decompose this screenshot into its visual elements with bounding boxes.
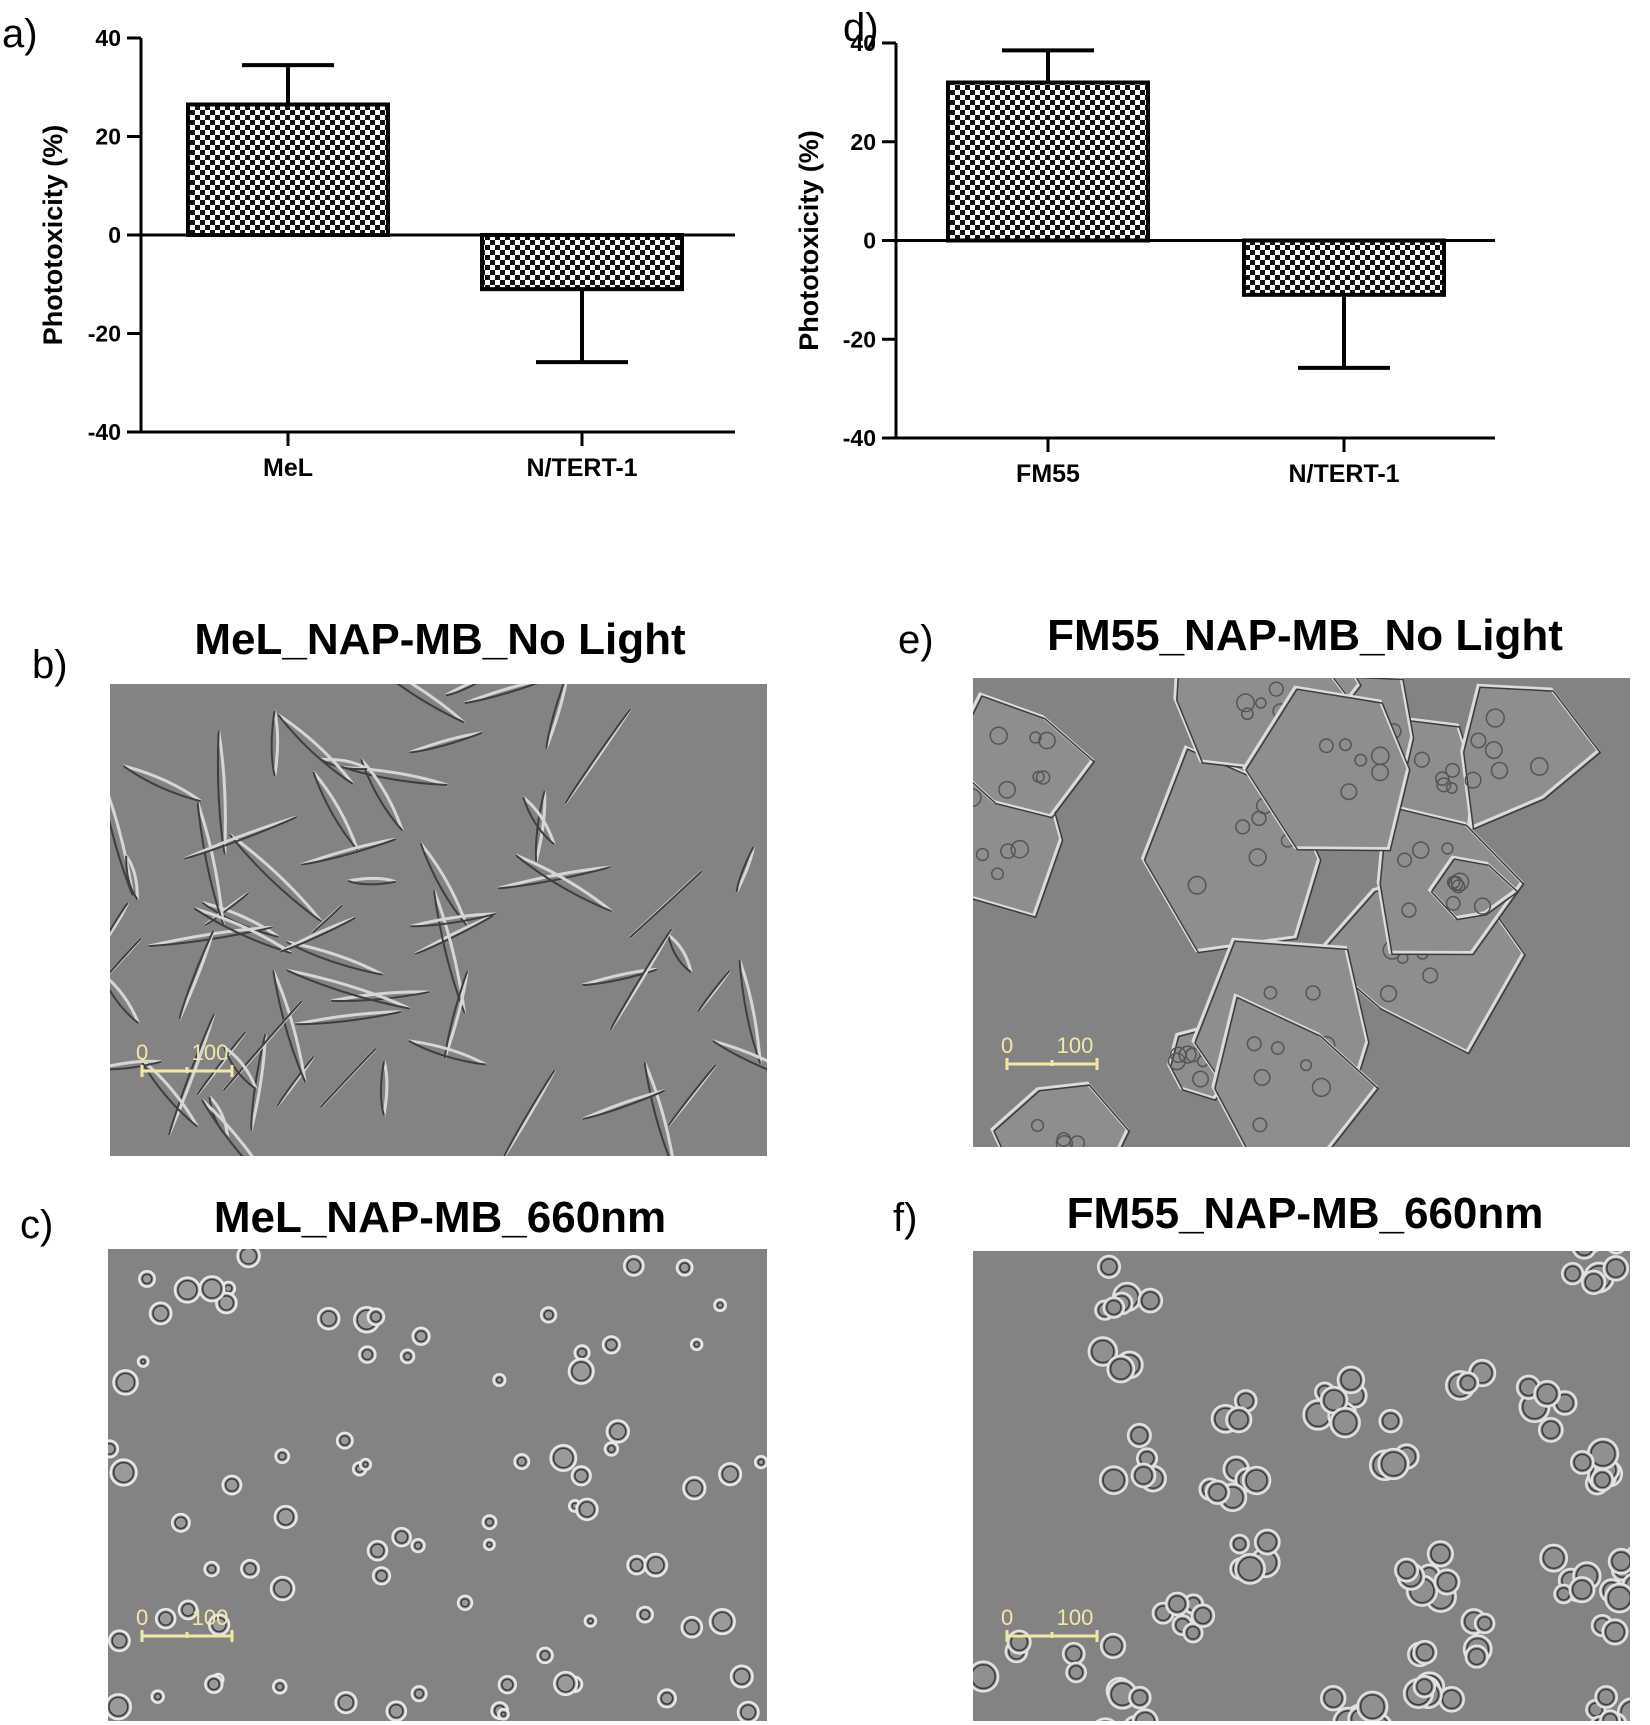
scale-bar-line — [1005, 1630, 1099, 1642]
micrograph-title-e: FM55_NAP-MB_No Light — [1047, 611, 1563, 660]
x-category-label: MeL — [263, 454, 313, 482]
micrograph-title-c: MeL_NAP-MB_660nm — [213, 1193, 667, 1242]
bar-chart-d-svg: 40 20 0 -20 -40 Phototoxicity (%) FM55 N/TERT-1 — [794, 30, 1495, 488]
scale-bar-end-label: 100 — [192, 1605, 229, 1630]
y-tick-label: -20 — [88, 321, 121, 347]
x-category-label: N/TERT-1 — [526, 454, 637, 482]
y-tick-label: 20 — [95, 124, 121, 150]
scale-bar-line — [1005, 1058, 1099, 1070]
bar-chart-a-svg: 40 20 0 -20 -40 Phototoxicity (%) MeL N/TERT-1 — [38, 25, 735, 482]
y-tick-label: 0 — [863, 228, 876, 254]
y-tick-label: 40 — [850, 30, 876, 56]
bar-n-tert-1 — [480, 233, 684, 292]
y-tick-label: -20 — [843, 326, 876, 352]
scale-bar-start-label: 0 — [1001, 1605, 1013, 1630]
scale-bar-e: 0 100 — [993, 1031, 1113, 1081]
micrograph-title-f: FM55_NAP-MB_660nm — [1066, 1189, 1544, 1238]
micrograph-title-b: MeL_NAP-MB_No Light — [194, 615, 686, 664]
scale-bar-end-label: 100 — [1057, 1033, 1094, 1058]
micrograph-fm55-no-light-cells — [973, 678, 1602, 1147]
y-tick-label: 20 — [850, 129, 876, 155]
scale-bar-b: 0 100 — [128, 1038, 248, 1088]
panel-letter-e: e) — [898, 618, 934, 662]
scale-bar-line — [140, 1630, 234, 1642]
scale-bar-c: 0 100 — [128, 1603, 248, 1653]
scale-bar-line — [140, 1065, 234, 1077]
bar-n-tert-1 — [1242, 238, 1446, 297]
cell-texture — [110, 684, 767, 1156]
panel-letter-a: a) — [2, 12, 38, 56]
bar-chart-d: 40 20 0 -20 -40 Phototoxicity (%) FM55 N/TERT-1 — [794, 0, 1650, 540]
y-tick-label: -40 — [843, 425, 876, 451]
cell-texture — [973, 678, 1602, 1147]
panel-letter-d: d) — [843, 6, 879, 50]
bar-fm55 — [946, 80, 1150, 243]
micrograph-mel-no-light-cells — [110, 684, 767, 1156]
micrograph-mel-660nm-cells — [108, 1249, 767, 1721]
y-tick-label: -40 — [88, 419, 121, 445]
micrograph-mel-660nm — [108, 1249, 767, 1721]
scale-bar-end-label: 100 — [1057, 1605, 1094, 1630]
y-axis-label: Phototoxicity (%) — [38, 125, 68, 346]
y-tick-label: 0 — [108, 222, 121, 248]
bar-mel — [186, 102, 390, 237]
scale-bar-end-label: 100 — [192, 1040, 229, 1065]
micrograph-mel-no-light — [110, 684, 767, 1156]
micrograph-fm55-no-light — [973, 678, 1630, 1147]
panel-letter-b: b) — [32, 643, 68, 687]
scale-bar-start-label: 0 — [1001, 1033, 1013, 1058]
y-tick-label: 40 — [95, 25, 121, 51]
scale-bar-start-label: 0 — [136, 1605, 148, 1630]
panel-letter-f: f) — [893, 1196, 918, 1240]
x-category-label: FM55 — [1016, 460, 1080, 488]
y-axis-label: Phototoxicity (%) — [794, 130, 824, 351]
scale-bar-f: 0 100 — [993, 1603, 1113, 1653]
bar-chart-a: 40 20 0 -20 -40 Phototoxicity (%) MeL N/TERT-1 — [0, 0, 830, 540]
scale-bar-start-label: 0 — [136, 1040, 148, 1065]
cell-texture — [108, 1249, 767, 1721]
x-category-label: N/TERT-1 — [1288, 460, 1399, 488]
panel-letter-c: c) — [20, 1203, 54, 1247]
